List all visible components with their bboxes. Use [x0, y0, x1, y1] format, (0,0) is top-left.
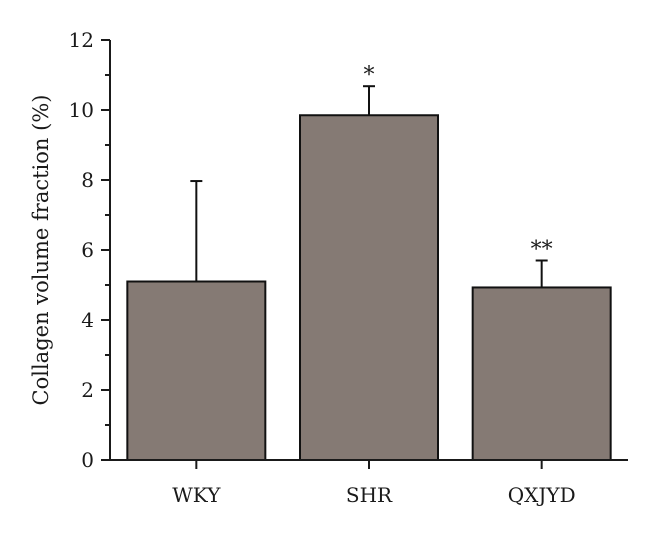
significance-marker: **	[531, 238, 553, 263]
y-tick-label: 6	[81, 238, 94, 262]
bar-qxjyd	[471, 286, 612, 462]
y-tick-label: 2	[81, 378, 94, 402]
bars-group: ***	[126, 63, 612, 462]
y-axis-title: Collagen volume fraction (%)	[29, 95, 53, 406]
x-tick-label: QXJYD	[508, 483, 576, 507]
bar-shr	[299, 114, 439, 461]
y-tick-label: 8	[81, 168, 94, 192]
x-tick-label: WKY	[172, 483, 221, 507]
y-tick-label: 0	[81, 448, 94, 472]
significance-marker: *	[364, 63, 375, 88]
y-axis: 0 2 4 6 8 10 12	[69, 28, 111, 472]
bar-wky	[126, 280, 267, 461]
y-tick-label: 10	[69, 98, 94, 122]
x-axis: WKY SHR QXJYD	[110, 459, 628, 507]
y-tick-label: 4	[81, 308, 94, 332]
x-tick-label: SHR	[346, 483, 393, 507]
y-tick-label: 12	[69, 28, 94, 52]
